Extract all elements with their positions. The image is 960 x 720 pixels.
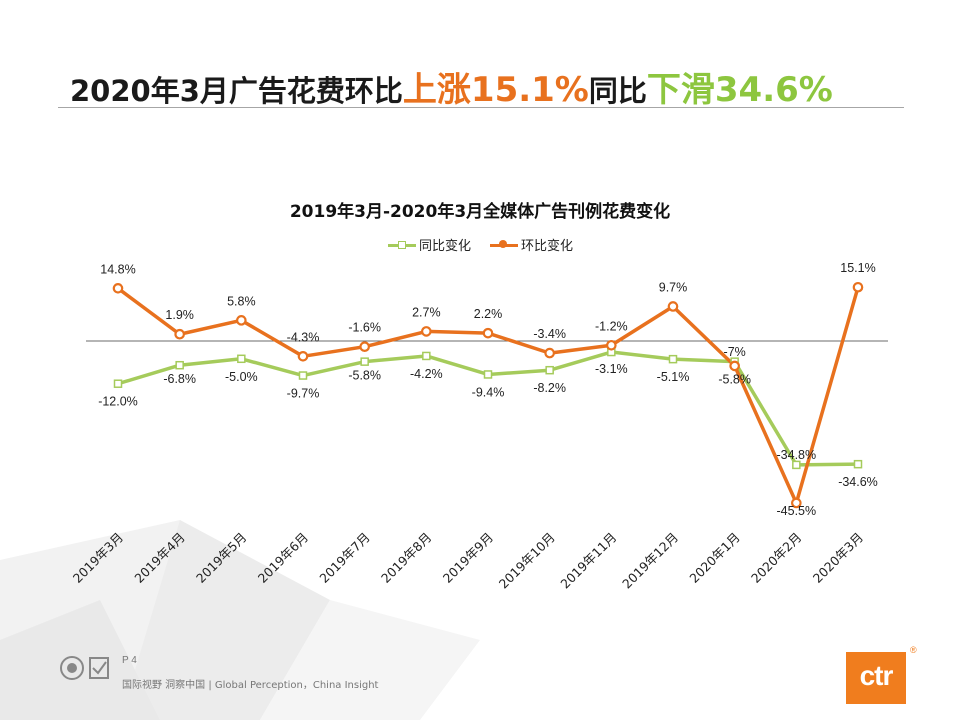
yoy-data-label: -3.1% [595,362,628,376]
x-tick-label: 2019年11月 [557,530,619,592]
yoy-data-label: -5.1% [657,370,690,384]
legend-yoy: 同比变化 [388,235,471,254]
x-tick-label: 2019年5月 [193,530,249,586]
page-headline: 2020年3月广告花费环比上涨15.1%同比下滑34.6% [70,62,833,111]
x-tick-label: 2019年12月 [619,530,681,592]
mom-data-label: 2.2% [474,307,503,321]
footer-tagline: 国际视野 洞察中国 | Global Perception，China Insi… [122,680,379,691]
mom-point [421,326,432,337]
chart-title: 2019年3月-2020年3月全媒体广告刊例花费变化 [289,202,671,222]
x-tick-label: 2019年9月 [440,530,496,586]
mom-data-label: 9.7% [659,280,688,294]
headline-up-value: 15.1% [470,70,589,110]
x-tick-label: 2019年10月 [496,530,558,592]
mom-point [359,341,370,352]
yoy-data-label: -5.8% [718,373,751,387]
yoy-data-label: -5.8% [348,369,381,383]
registered-mark: ® [910,645,917,655]
ctr-logo: ctr [846,652,906,704]
yoy-data-label: -9.4% [472,385,505,399]
yoy-point [298,371,308,380]
mom-point [297,351,309,362]
certification-logos [60,656,109,680]
yoy-point [175,360,184,370]
yoy-data-label: -6.8% [163,372,196,386]
mom-data-label: 5.8% [227,294,256,308]
mom-point [852,281,864,293]
mom-point [112,283,124,294]
mom-data-label: -3.4% [533,327,566,341]
x-tick-label: 2019年4月 [131,530,187,586]
yoy-data-label: -4.2% [410,367,443,381]
x-tick-label: 2019年6月 [255,530,311,586]
x-tick-label: 2019年3月 [70,530,126,586]
mom-data-label: 15.1% [840,261,875,275]
yoy-data-label: -34.8% [777,448,817,462]
headline-down-word: 下滑 [646,70,715,110]
ctr-logo-text: ctr [859,660,894,691]
legend-mom: 环比变化 [490,235,573,254]
header-divider [58,107,904,108]
mom-data-label: 2.7% [412,305,441,319]
mom-data-label: -45.5% [777,504,817,518]
yoy-point [360,357,369,366]
mom-data-label: 1.9% [165,308,194,322]
x-tick-label: 2020年2月 [748,530,804,586]
headline-up-word: 上涨 [402,70,471,110]
headline-down-value: 34.6% [714,70,833,110]
yoy-data-label: -8.2% [533,381,566,395]
mom-data-label: -1.2% [595,319,628,333]
mom-point [174,328,185,340]
mom-point [544,347,555,359]
mom-data-label: -4.3% [287,330,320,344]
mom-data-label: -7% [724,345,746,359]
mom-point [791,497,802,509]
mom-point [236,315,247,326]
yoy-point [483,370,493,379]
mom-point [606,339,617,351]
legend-mom-swatch [490,239,518,251]
headline-part1: 2020年3月广告花费环比 [70,74,403,108]
page-number: P 4 [122,655,137,666]
yoy-data-label: -12.0% [98,395,138,409]
yoy-data-label: -34.6% [838,475,878,489]
x-tick-label: 2020年3月 [810,530,866,586]
legend-mom-label: 环比变化 [521,239,574,254]
yoy-point [668,354,678,364]
x-tick-label: 2019年7月 [316,530,372,586]
x-tick-label: 2020年1月 [686,530,742,586]
legend-yoy-label: 同比变化 [419,239,472,254]
yoy-point [113,379,123,388]
yoy-point [237,354,246,364]
yoy-point [422,351,431,361]
yoy-point [853,459,863,469]
mom-data-label: -1.6% [348,321,381,335]
mom-point [729,360,740,372]
yoy-data-label: -9.7% [287,387,320,401]
yoy-point [545,365,554,375]
legend-yoy-swatch [388,239,416,251]
x-tick-label: 2019年8月 [378,530,434,586]
headline-part2: 同比 [588,74,647,108]
yoy-data-label: -5.0% [225,370,258,384]
mom-data-label: 14.8% [100,262,135,276]
mom-point [482,327,494,339]
yoy-point [792,460,801,470]
mom-point [667,301,679,312]
